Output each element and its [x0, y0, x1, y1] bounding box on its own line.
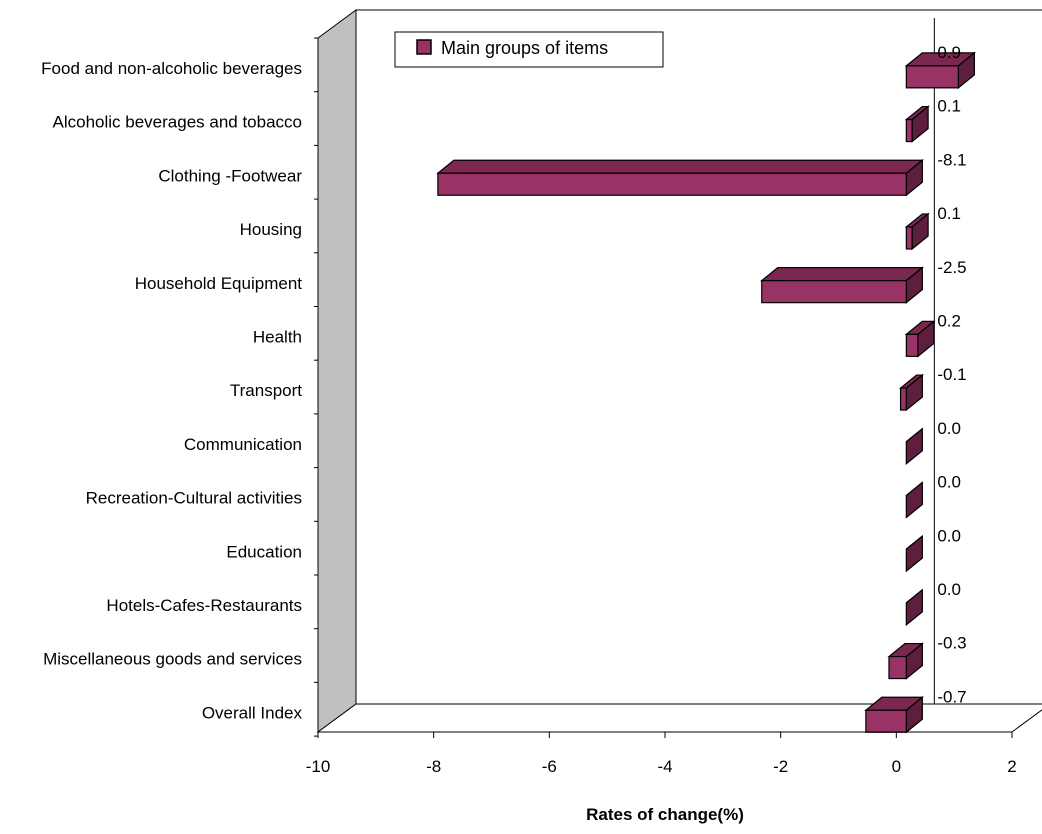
bar	[905, 427, 923, 466]
bar-front-face	[899, 387, 907, 411]
bar-group	[436, 51, 977, 734]
x-axis: -10 -8 -6 -4 -2 0 2	[306, 37, 1017, 776]
data-label: 0.1	[937, 204, 961, 223]
chart-walls	[316, 9, 1042, 733]
bar	[904, 51, 977, 90]
x-tick-label: 2	[1007, 757, 1016, 776]
bar	[904, 320, 936, 358]
bar-front-face	[905, 333, 919, 357]
x-tick-label: -10	[306, 757, 331, 776]
bar	[905, 534, 923, 573]
category-label: Alcoholic beverages and tobacco	[53, 113, 303, 132]
category-label: Miscellaneous goods and services	[43, 650, 302, 669]
legend-box	[394, 31, 664, 68]
bar	[864, 695, 925, 734]
bar	[904, 105, 930, 143]
category-label: Hotels-Cafes-Restaurants	[106, 596, 302, 615]
x-axis-title: Rates of change(%)	[586, 805, 744, 824]
data-label: 0.0	[937, 526, 961, 545]
data-label: 0.9	[937, 43, 961, 62]
data-label: -2.5	[937, 258, 966, 277]
data-label: -0.1	[937, 365, 966, 384]
data-label: 0.0	[937, 419, 961, 438]
x-tick-label: 0	[892, 757, 901, 776]
data-label: 0.0	[937, 473, 961, 492]
data-label: 0.1	[937, 97, 961, 116]
bar	[904, 212, 930, 251]
bar-front-face	[905, 118, 913, 143]
category-label: Food and non-alcoholic beverages	[41, 59, 302, 78]
x-tick-label: -6	[542, 757, 557, 776]
x-tick-label: -2	[773, 757, 788, 776]
bar	[905, 588, 923, 627]
category-label: Housing	[240, 220, 302, 239]
bar-front-face	[905, 65, 959, 89]
bar	[905, 481, 923, 519]
data-label: 0.0	[937, 580, 961, 599]
legend: Main groups of items	[394, 31, 664, 68]
data-label: -8.1	[937, 150, 966, 169]
category-label: Recreation-Cultural activities	[86, 489, 302, 508]
category-label: Communication	[184, 435, 302, 454]
bar-front-face	[888, 655, 907, 680]
category-label: Clothing -Footwear	[158, 166, 302, 185]
bar-side-face	[905, 588, 923, 627]
category-label: Transport	[230, 381, 302, 400]
category-label: Education	[226, 542, 302, 561]
floor	[316, 703, 1042, 733]
bar	[898, 373, 925, 412]
bar-top-face	[760, 267, 925, 282]
category-label: Overall Index	[202, 703, 303, 722]
legend-label: Main groups of items	[441, 38, 608, 58]
bar	[887, 642, 925, 680]
bar-side-face	[905, 427, 923, 466]
category-label: Household Equipment	[135, 274, 303, 293]
bar-side-face	[905, 481, 923, 519]
bar-front-face	[865, 709, 907, 733]
bar-front-face	[761, 280, 907, 304]
legend-swatch	[416, 39, 432, 55]
bar-top-face	[436, 159, 925, 174]
bar-front-face	[437, 172, 907, 196]
data-label: 0.2	[937, 312, 961, 331]
category-label-group: Food and non-alcoholic beverages Alcoholi…	[41, 59, 302, 722]
data-label: -0.3	[937, 634, 966, 653]
bar	[436, 158, 925, 197]
category-label: Health	[253, 328, 302, 347]
x-tick-label: -8	[426, 757, 441, 776]
data-label-group: 0.9 0.1 -8.1 0.1 -2.5 0.2 -0.1 0.0 0.0 0.0 0.0 -0.3…	[937, 43, 966, 706]
x-tick-label: -4	[657, 757, 672, 776]
bar	[760, 266, 925, 304]
bar-front-face	[905, 226, 913, 250]
data-label: -0.7	[937, 687, 966, 706]
bar-side-face	[905, 534, 923, 573]
side-wall	[317, 9, 357, 733]
